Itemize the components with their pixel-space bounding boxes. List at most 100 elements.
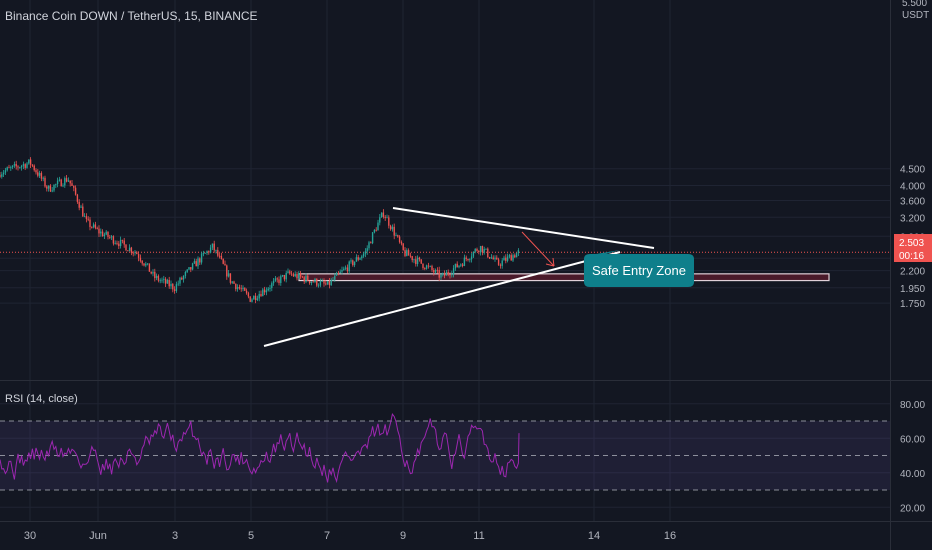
candle-body [235, 283, 237, 290]
support-zone-layer [298, 273, 830, 282]
countdown-label: 00:16 [899, 251, 924, 262]
candle-body [146, 263, 149, 265]
candle-body [281, 275, 284, 277]
candle-body [47, 185, 50, 189]
candle-body [280, 276, 282, 283]
candle-body [398, 236, 401, 242]
candle-body [481, 246, 484, 253]
candle-body [370, 242, 372, 244]
candle-body [114, 242, 116, 244]
candle-body [211, 243, 214, 248]
time-tick-label: 16 [664, 530, 676, 542]
candle-body [348, 261, 350, 272]
candle-body [449, 274, 451, 276]
candle-body [244, 287, 246, 291]
candle-body [109, 236, 111, 238]
candle-body [51, 190, 53, 192]
candle-body [265, 290, 268, 293]
candle-body [262, 289, 264, 297]
candle-body [33, 165, 35, 171]
candle-body [339, 271, 341, 274]
price-tick-top: 5.500 [902, 0, 927, 9]
grid [0, 0, 890, 521]
candle-body [76, 194, 79, 202]
candle-body [175, 284, 178, 291]
candle-body [386, 217, 388, 219]
candle-body [512, 255, 514, 261]
descending-trendline[interactable] [392, 207, 655, 249]
candle-body [434, 269, 437, 273]
time-tick-label: 14 [588, 530, 600, 542]
candle-body [249, 296, 251, 302]
safe-entry-callout[interactable]: Safe Entry Zone [584, 250, 694, 287]
candle-body [254, 295, 257, 301]
time-tick-label: 3 [172, 530, 178, 542]
candle-body [233, 281, 235, 284]
candle-body [213, 243, 215, 251]
candle-body [208, 251, 210, 253]
rsi-panel[interactable] [0, 413, 890, 491]
candle-body [53, 184, 55, 191]
candle-body [101, 231, 104, 237]
candle-body [283, 275, 286, 280]
time-tick-label: 5 [248, 530, 254, 542]
ascending-trendline[interactable] [263, 251, 621, 347]
candle-body [274, 278, 277, 281]
time-axis[interactable]: 30 Jun 3 5 7 9 11 14 16 [24, 530, 676, 542]
price-tick-label: 4.500 [900, 165, 925, 176]
candle-body [42, 177, 44, 179]
candle-body [224, 263, 226, 266]
chart-title: Binance Coin DOWN / TetherUS, 15, BINANC… [5, 9, 258, 23]
candle-body [258, 294, 260, 299]
candle-body [406, 250, 408, 256]
time-tick-label: 30 [24, 530, 36, 542]
candle-body [319, 281, 322, 286]
projection-arrow-head [545, 257, 555, 267]
candle-body [112, 236, 115, 244]
candle-body [46, 186, 48, 189]
candle-body [433, 270, 435, 273]
candle-body [107, 231, 109, 237]
candle-body [452, 268, 455, 275]
candle-body [285, 272, 287, 280]
candle-body [154, 271, 156, 279]
candle-body [307, 275, 309, 281]
candle-body [31, 164, 34, 166]
candle-body [37, 172, 39, 176]
candle-body [148, 263, 151, 272]
candle-body [508, 255, 511, 257]
candle-body [67, 180, 70, 182]
candle-body [492, 257, 494, 260]
candle-body [485, 248, 487, 250]
candle-body [425, 265, 428, 269]
candle-body [289, 271, 291, 274]
candle-body [316, 278, 318, 286]
candle-body [456, 263, 458, 268]
candle-body [227, 273, 230, 277]
candle-body [159, 280, 161, 282]
candle-body [134, 252, 136, 254]
candle-body [303, 277, 305, 282]
candle-body [155, 275, 158, 279]
candle-body [184, 271, 187, 277]
candle-body [310, 281, 313, 284]
candle-body [458, 265, 460, 268]
candle-body [447, 272, 449, 275]
support-zone[interactable] [298, 273, 830, 282]
drawings[interactable] [263, 207, 655, 347]
candle-body [92, 224, 95, 228]
candle-body [395, 235, 397, 237]
candle-body [505, 257, 507, 261]
last-price-marker: 2.503 00:16 [894, 234, 932, 262]
candle-body [325, 283, 327, 285]
candle-body [343, 268, 345, 271]
candle-body [24, 164, 26, 168]
candle-body [141, 260, 143, 264]
candle-body [15, 164, 17, 167]
rsi-tick-label: 80.00 [900, 400, 925, 411]
candle-body [172, 283, 174, 290]
candle-body [391, 226, 394, 230]
candle-body [226, 265, 228, 277]
candle-body [510, 255, 512, 261]
